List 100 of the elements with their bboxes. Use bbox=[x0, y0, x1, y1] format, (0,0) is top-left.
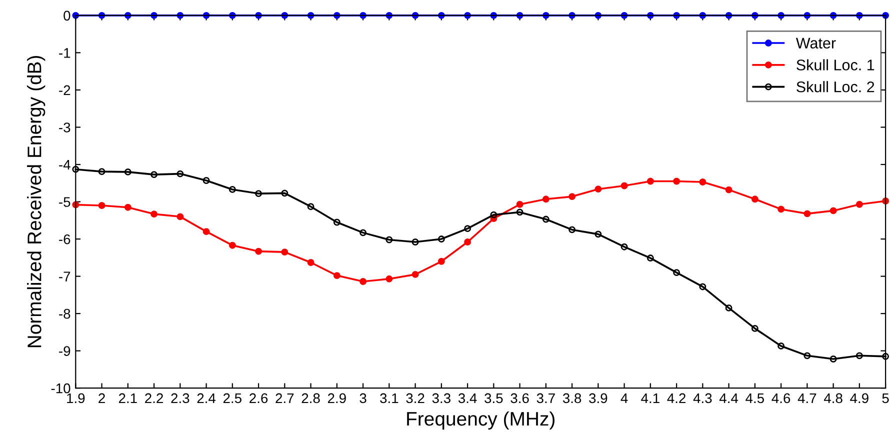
x-tick-label: 2.4 bbox=[197, 393, 216, 404]
point bbox=[516, 208, 524, 216]
point bbox=[673, 269, 680, 276]
y-tick-label: -8 bbox=[59, 308, 70, 319]
x-tick-label: 3.1 bbox=[380, 393, 398, 404]
point bbox=[830, 356, 837, 362]
y-tick-label: -5 bbox=[59, 197, 70, 207]
x-tick-label: 2.8 bbox=[302, 393, 320, 404]
point bbox=[228, 242, 236, 249]
point bbox=[620, 243, 628, 250]
point bbox=[882, 352, 890, 360]
y-tick-label: 0 bbox=[64, 10, 70, 21]
y-tick-label: -6 bbox=[59, 234, 70, 244]
point bbox=[804, 352, 811, 360]
point bbox=[202, 177, 210, 184]
point bbox=[620, 182, 628, 190]
y-tick-label: -1 bbox=[59, 48, 70, 58]
point bbox=[673, 178, 680, 185]
x-tick-label: 3.6 bbox=[510, 393, 529, 404]
point bbox=[646, 254, 654, 262]
point bbox=[124, 204, 132, 211]
point bbox=[150, 171, 158, 178]
point bbox=[255, 248, 262, 255]
point bbox=[778, 206, 785, 213]
point bbox=[386, 236, 393, 244]
point bbox=[281, 190, 288, 197]
x-tick-label: 3.2 bbox=[406, 393, 424, 404]
y-tick-label: -2 bbox=[59, 85, 70, 95]
point bbox=[594, 186, 602, 193]
point bbox=[490, 211, 498, 218]
point bbox=[333, 218, 340, 226]
point bbox=[333, 272, 340, 280]
x-tick-label: 4.8 bbox=[824, 393, 842, 404]
x-tick-label: 4.3 bbox=[693, 393, 712, 404]
point bbox=[856, 352, 863, 360]
x-tick-label: 5 bbox=[882, 393, 889, 404]
point bbox=[98, 202, 106, 209]
point bbox=[464, 238, 472, 246]
point bbox=[412, 238, 419, 246]
x-tick-label: 3.8 bbox=[562, 393, 582, 404]
point bbox=[699, 283, 706, 290]
x-tick-label: 1.9 bbox=[67, 393, 85, 404]
point bbox=[699, 178, 706, 186]
x-tick-label: 2.2 bbox=[145, 393, 163, 404]
y-tick-label: -9 bbox=[59, 346, 70, 356]
x-tick-label: 3.7 bbox=[536, 393, 555, 404]
y-tick-label: -7 bbox=[59, 272, 70, 282]
point bbox=[568, 193, 576, 200]
legend-label: Water bbox=[796, 38, 836, 49]
x-tick-label: 2.9 bbox=[328, 393, 346, 404]
point bbox=[751, 324, 758, 332]
point bbox=[568, 226, 576, 234]
point bbox=[778, 342, 785, 350]
point bbox=[176, 213, 184, 220]
x-tick-label: 4.6 bbox=[772, 393, 790, 404]
x-tick-label: 2.3 bbox=[171, 393, 190, 404]
point bbox=[438, 258, 445, 265]
x-tick-label: 2.1 bbox=[118, 393, 137, 404]
x-tick-label: 4.1 bbox=[641, 393, 660, 404]
point bbox=[176, 170, 184, 178]
point bbox=[360, 278, 367, 285]
point bbox=[646, 178, 654, 185]
point bbox=[72, 166, 80, 173]
point bbox=[386, 275, 393, 282]
y-tick-label: -10 bbox=[51, 383, 70, 394]
x-tick-label: 3.9 bbox=[589, 393, 608, 404]
x-tick-label: 4.2 bbox=[667, 393, 686, 404]
point bbox=[281, 248, 288, 256]
x-tick-label: 4.9 bbox=[850, 393, 868, 404]
legend-label: Skull Loc. 1 bbox=[796, 59, 874, 70]
x-tick-label: 2 bbox=[98, 393, 105, 404]
point bbox=[228, 186, 236, 193]
x-tick-label: 4.4 bbox=[719, 393, 738, 404]
x-tick-label: 4.5 bbox=[746, 393, 764, 404]
point bbox=[856, 200, 863, 208]
y-tick-label: -4 bbox=[59, 160, 70, 170]
point bbox=[804, 210, 811, 218]
x-tick-label: 4.7 bbox=[798, 393, 816, 404]
point bbox=[307, 203, 314, 210]
point bbox=[202, 228, 210, 236]
x-tick-label: 2.6 bbox=[250, 393, 268, 404]
point bbox=[150, 210, 158, 218]
x-tick-label: 2.5 bbox=[223, 393, 242, 404]
point bbox=[516, 200, 524, 208]
point bbox=[725, 304, 732, 312]
x-tick-label: 3.4 bbox=[458, 393, 477, 404]
x-tick-label: 4 bbox=[620, 393, 628, 404]
x-axis-title: Frequency (MHz) bbox=[407, 411, 554, 430]
x-tick-label: 3.3 bbox=[432, 393, 450, 404]
legend-label: Skull Loc. 2 bbox=[796, 81, 874, 92]
point bbox=[255, 190, 262, 198]
y-tick-label: -3 bbox=[59, 122, 70, 132]
point bbox=[542, 216, 550, 223]
point bbox=[124, 168, 132, 176]
x-tick-label: 3 bbox=[360, 393, 366, 404]
point bbox=[594, 230, 602, 238]
point bbox=[464, 225, 472, 232]
point bbox=[360, 229, 367, 236]
point bbox=[725, 186, 732, 194]
y-axis-title: Normalized Received Energy (dB) bbox=[27, 56, 46, 348]
